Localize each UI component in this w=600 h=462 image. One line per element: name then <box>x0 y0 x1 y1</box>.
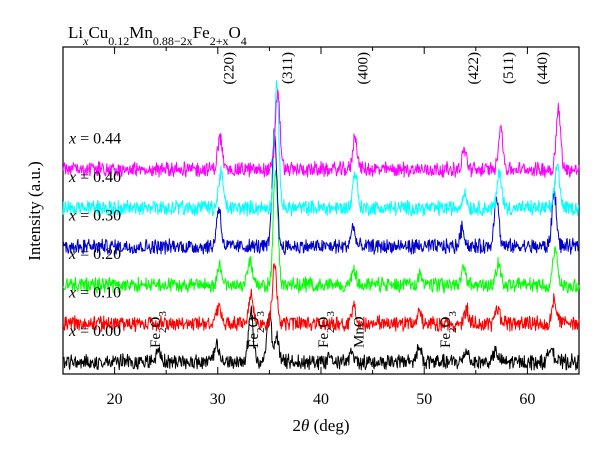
impurity-labels: Fe2O3 Fe2O3 Fe2O3 MnO Fe2O3 <box>148 311 459 348</box>
impurity-label-1: Fe2O3 <box>246 311 267 348</box>
series-line-3 <box>62 128 580 256</box>
series-line-0 <box>62 305 580 371</box>
x-tick-label-1: 30 <box>210 391 226 408</box>
x-axis-title: 2θ (deg) <box>293 416 350 435</box>
chart-title: LixCu0.12Mn0.88−2xFe2+xO4 <box>68 23 247 48</box>
x-axis: 20 30 40 50 60 <box>62 47 580 408</box>
hkl-label-2: (400) <box>355 52 371 85</box>
hkl-label-4: (511) <box>501 52 517 84</box>
y-axis-title: Intensity (a.u.) <box>25 161 44 261</box>
series-label-5: x = 0.44 <box>68 131 121 148</box>
series-line-2 <box>62 170 580 294</box>
series-label-1: x = 0.10 <box>68 285 121 302</box>
impurity-label-2: Fe2O3 <box>316 311 337 348</box>
series-label-4: x = 0.40 <box>68 169 121 186</box>
x-tick-label-0: 20 <box>107 391 123 408</box>
series-labels: x = 0.00 x = 0.10 x = 0.20 x = 0.30 x = 0.40… <box>68 131 121 341</box>
series-label-0: x = 0.00 <box>68 323 121 340</box>
hkl-labels: (220) (311) (400) (422) (511) (440) <box>221 52 551 85</box>
traces-group <box>62 80 580 371</box>
x-tick-label-2: 40 <box>313 391 329 408</box>
impurity-label-0: Fe2O3 <box>148 311 169 348</box>
series-line-1 <box>62 263 580 333</box>
series-line-4 <box>62 80 580 217</box>
x-tick-label-3: 50 <box>416 391 432 408</box>
hkl-label-1: (311) <box>280 52 296 84</box>
series-label-2: x = 0.20 <box>68 246 121 263</box>
x-tick-label-4: 60 <box>519 391 535 408</box>
hkl-label-0: (220) <box>221 52 237 85</box>
hkl-label-3: (422) <box>466 52 482 85</box>
hkl-label-5: (440) <box>535 52 551 85</box>
impurity-label-3: MnO <box>351 316 367 348</box>
series-line-5 <box>62 89 580 179</box>
series-label-3: x = 0.30 <box>68 208 121 225</box>
impurity-label-4: Fe2O3 <box>438 311 459 348</box>
